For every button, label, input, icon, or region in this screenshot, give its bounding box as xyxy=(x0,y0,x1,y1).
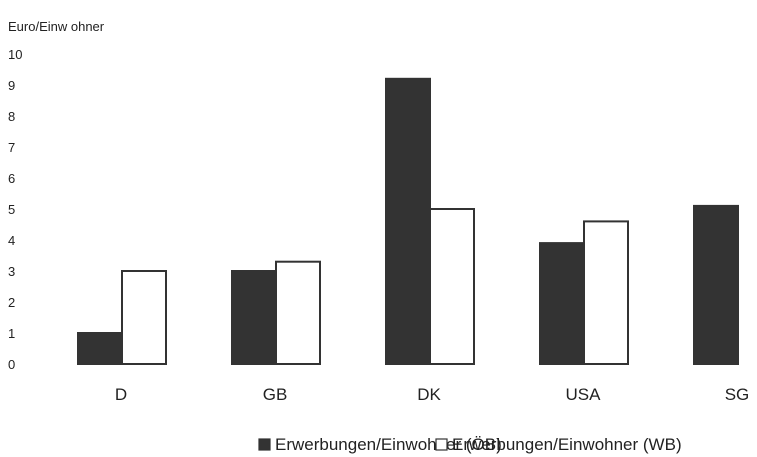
bar-oeb-dk xyxy=(385,77,431,366)
y-tick-label-5: 5 xyxy=(8,202,15,217)
x-tick-label-dk: DK xyxy=(417,385,441,404)
legend-label-wb: Erwerbungen/Einwohner (WB) xyxy=(452,435,682,454)
y-tick-label-4: 4 xyxy=(8,233,15,248)
y-axis-ticks: 0 1 2 3 4 5 6 7 8 9 10 xyxy=(8,47,22,372)
x-tick-label-sg: SG xyxy=(725,385,750,404)
bar-wb-gb xyxy=(275,260,321,366)
bar-oeb-d xyxy=(77,332,123,365)
y-tick-label-3: 3 xyxy=(8,264,15,279)
x-tick-label-d: D xyxy=(115,385,127,404)
bars-group xyxy=(77,77,739,366)
bar-oeb-gb xyxy=(231,270,277,365)
y-tick-label-7: 7 xyxy=(8,140,15,155)
legend: Erwerbungen/Einwohner (ÖB)Erwerbungen/Ei… xyxy=(258,435,682,454)
y-tick-label-0: 0 xyxy=(8,357,15,372)
y-tick-label-8: 8 xyxy=(8,109,15,124)
bar-wb-usa xyxy=(583,220,629,365)
bar-oeb-sg xyxy=(693,204,739,365)
legend-swatch-oeb xyxy=(258,438,271,451)
x-tick-label-usa: USA xyxy=(566,385,602,404)
y-axis-title: Euro/Einw ohner xyxy=(8,19,105,34)
y-tick-label-6: 6 xyxy=(8,171,15,186)
bar-wb-d xyxy=(121,270,167,365)
legend-swatch-wb xyxy=(435,438,448,451)
bar-oeb-usa xyxy=(539,242,585,366)
y-tick-label-2: 2 xyxy=(8,295,15,310)
y-tick-label-1: 1 xyxy=(8,326,15,341)
category-labels: D GB DK USA SG xyxy=(115,385,749,404)
y-tick-label-9: 9 xyxy=(8,78,15,93)
y-tick-label-10: 10 xyxy=(8,47,22,62)
x-tick-label-gb: GB xyxy=(263,385,288,404)
bar-wb-dk xyxy=(429,208,475,365)
